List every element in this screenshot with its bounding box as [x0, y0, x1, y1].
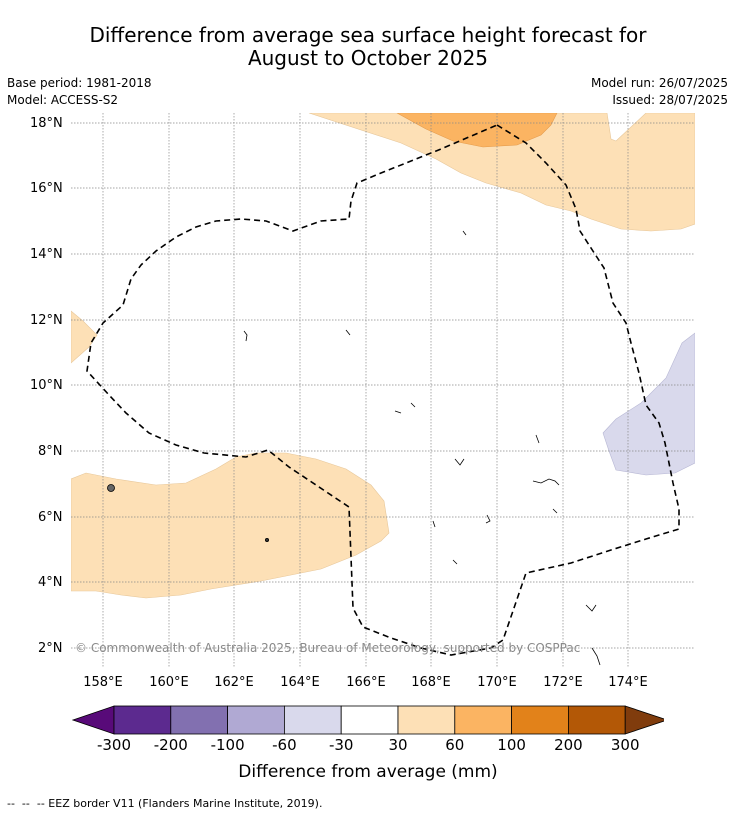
- colorbar: [72, 705, 664, 735]
- colorbar-segment: [340, 705, 399, 735]
- eez-border: [86, 124, 680, 656]
- map-canvas: [71, 113, 695, 668]
- colorbar-tick-label: -300: [96, 736, 132, 754]
- lon-label-164e: 164°E: [280, 675, 320, 690]
- copyright-notice: © Commonwealth of Australia 2025, Bureau…: [75, 641, 581, 655]
- lat-label-12n: 12°N: [30, 313, 63, 328]
- map-area: © Commonwealth of Australia 2025, Bureau…: [71, 113, 695, 668]
- colorbar-tick-label: 100: [497, 736, 526, 754]
- lon-label-160e: 160°E: [149, 675, 189, 690]
- lat-label-10n: 10°N: [30, 378, 63, 393]
- colorbar-tick-label: 200: [554, 736, 583, 754]
- colorbar-tick-label: 60: [445, 736, 465, 754]
- lat-label-8n: 8°N: [38, 444, 63, 459]
- colorbar-title: Difference from average (mm): [238, 762, 498, 782]
- colorbar-segment: [397, 705, 456, 735]
- colorbar-segment: [113, 705, 172, 735]
- colorbar-tick-label: -200: [153, 736, 188, 754]
- base-period-text: Base period: 1981-2018: [7, 76, 152, 90]
- lat-label-4n: 4°N: [38, 575, 63, 590]
- map-gridlines: [71, 113, 695, 668]
- colorbar-tick-label: -60: [272, 736, 297, 754]
- lat-label-16n: 16°N: [30, 181, 63, 196]
- colorbar-segment: [567, 705, 626, 735]
- map-title-line-1: Difference from average sea surface heig…: [89, 23, 647, 47]
- island-outlines: [107, 230, 601, 666]
- colorbar-extend-min: [72, 705, 115, 735]
- anomaly-60-100-north: [396, 113, 558, 148]
- issued-text: Issued: 28/07/2025: [612, 93, 728, 107]
- map-title-line-2: August to October 2025: [247, 46, 489, 70]
- lon-label-166e: 166°E: [346, 675, 386, 690]
- lat-label-6n: 6°N: [38, 510, 63, 525]
- colorbar-segment: [454, 705, 512, 735]
- anomaly-30-60-southwest: [71, 452, 390, 599]
- colorbar-tick-label: -30: [328, 736, 354, 754]
- lat-label-18n: 18°N: [30, 116, 63, 131]
- anomaly-neg60-neg30-east: [602, 332, 695, 476]
- colorbar-segment: [227, 705, 285, 735]
- colorbar-tick-label: 300: [610, 736, 640, 754]
- lon-label-170e: 170°E: [477, 675, 517, 690]
- anomaly-30-60-north: [308, 113, 695, 232]
- colorbar-segment: [283, 705, 342, 735]
- lon-label-172e: 172°E: [543, 675, 583, 690]
- lon-label-162e: 162°E: [214, 675, 254, 690]
- colorbar-segment: [170, 705, 229, 735]
- anomaly-30-60-west: [71, 310, 98, 364]
- lon-label-174e: 174°E: [608, 675, 648, 690]
- eez-border-legend: -- -- -- EEZ border V11 (Flanders Marine…: [7, 797, 323, 810]
- colorbar-tick-label: 30: [388, 736, 408, 754]
- lat-label-2n: 2°N: [38, 641, 63, 656]
- model-text: Model: ACCESS-S2: [7, 93, 119, 107]
- lon-label-158e: 158°E: [83, 675, 123, 690]
- colorbar-tick-label: -100: [210, 736, 245, 754]
- model-run-text: Model run: 26/07/2025: [590, 76, 728, 90]
- colorbar-segment: [511, 705, 569, 735]
- lat-label-14n: 14°N: [30, 247, 63, 262]
- colorbar-extend-max: [624, 705, 664, 735]
- lon-label-168e: 168°E: [411, 675, 451, 690]
